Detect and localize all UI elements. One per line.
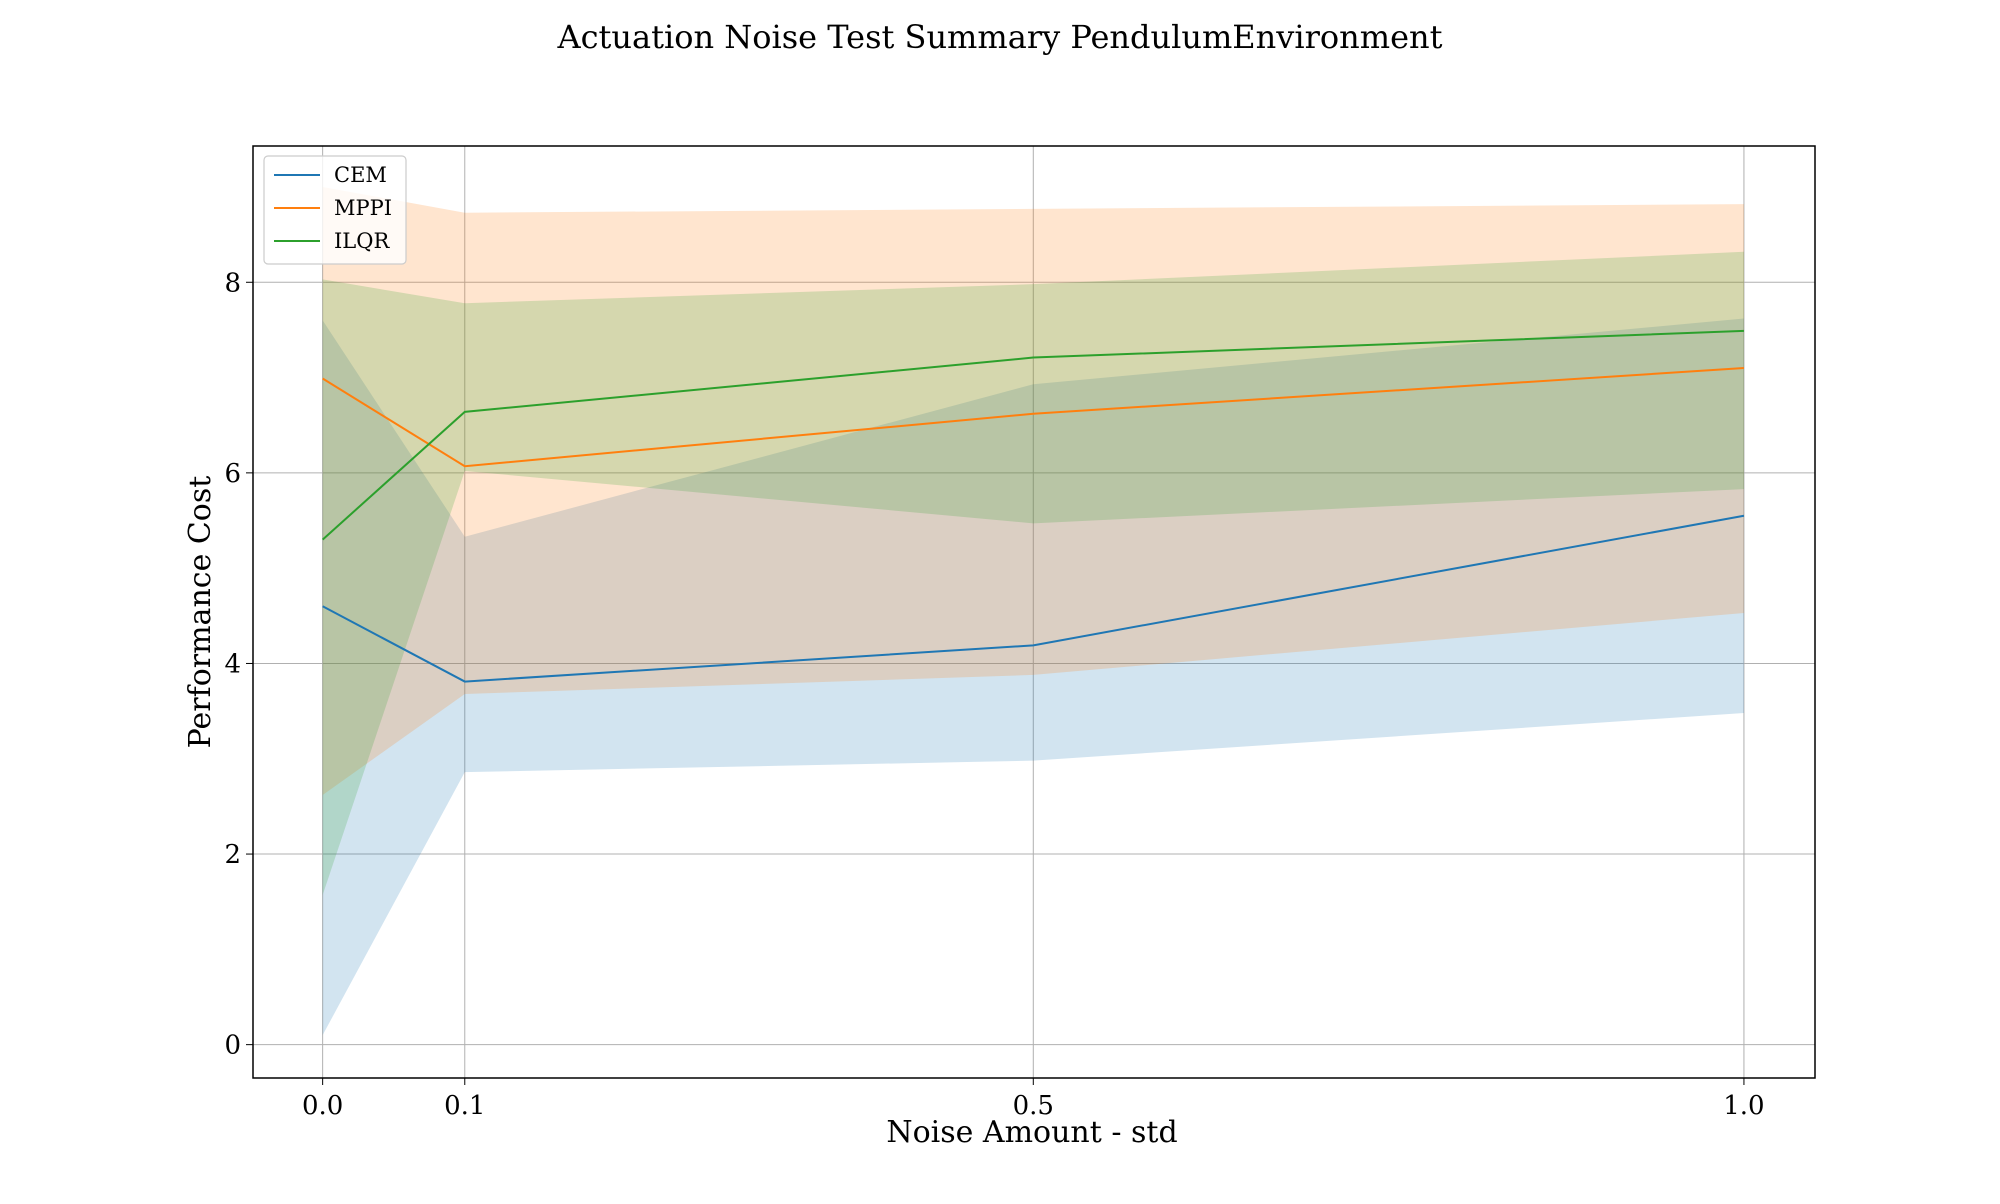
y-tick-label: 2 (224, 840, 241, 870)
legend-box (263, 155, 407, 265)
legend-label-cem: CEM (334, 163, 387, 187)
band-cem (322, 318, 1744, 1036)
x-tick-label: 1.0 (1723, 1091, 1764, 1121)
band-ilqr (322, 251, 1744, 896)
x-tick-label: 0.0 (302, 1091, 343, 1121)
y-tick-label: 6 (224, 459, 241, 489)
series-line-ilqr (321, 329, 1744, 541)
series-line-mppi (322, 367, 1744, 468)
chart-title: Actuation Noise Test Summary PendulumEnv… (557, 18, 1443, 56)
y-tick-label: 8 (224, 268, 241, 298)
y-axis-ticks: 0 2 4 6 8 (224, 268, 253, 1061)
series-line-cem (322, 514, 1745, 683)
x-axis-ticks: 0.0 0.1 0.5 1.0 (302, 1078, 1765, 1121)
confidence-bands (322, 186, 1744, 1036)
x-axis-label: Noise Amount - std (886, 1115, 1177, 1150)
band-mppi (322, 186, 1744, 795)
grid (253, 146, 1815, 1078)
legend-label-mppi: MPPI (334, 196, 392, 220)
legend-label-ilqr: ILQR (334, 229, 390, 253)
y-tick-label: 0 (224, 1031, 241, 1061)
x-tick-label: 0.1 (444, 1091, 485, 1121)
legend: CEM MPPI ILQR (263, 155, 407, 265)
y-tick-label: 4 (224, 649, 241, 679)
plot-frame (252, 145, 1816, 1079)
x-tick-label: 0.5 (1013, 1091, 1054, 1121)
y-axis-label: Performance Cost (183, 476, 218, 749)
series-lines (321, 329, 1745, 683)
